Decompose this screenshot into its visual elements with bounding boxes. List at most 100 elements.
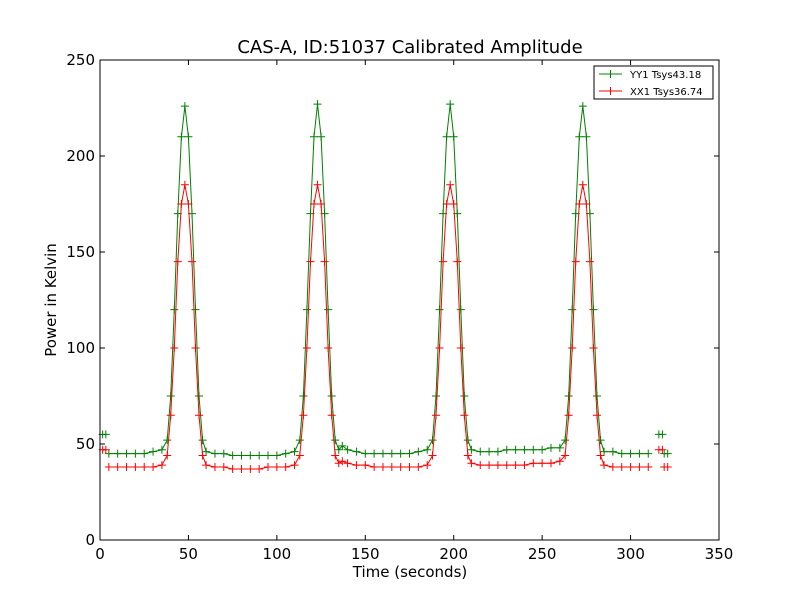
- legend-marker: [606, 70, 615, 78]
- data-point: [435, 305, 444, 314]
- data-point: [219, 463, 228, 472]
- data-point: [149, 463, 158, 472]
- data-point: [163, 436, 172, 445]
- data-point: [246, 464, 255, 473]
- data-point: [428, 451, 437, 460]
- data-point: [561, 451, 570, 460]
- data-point: [157, 461, 166, 470]
- data-point: [149, 447, 158, 456]
- data-point: [546, 443, 555, 452]
- data-point: [428, 436, 437, 445]
- data-point: [493, 461, 502, 470]
- data-point: [449, 132, 458, 141]
- data-point: [264, 451, 273, 460]
- data-point: [331, 436, 340, 445]
- data-point: [163, 451, 172, 460]
- data-point: [575, 200, 584, 208]
- y-tick-label: 100: [66, 339, 95, 357]
- data-point: [202, 461, 211, 470]
- data-point: [191, 344, 200, 352]
- data-point: [608, 463, 617, 472]
- data-point: [191, 305, 200, 314]
- y-tick-label: 250: [66, 51, 95, 69]
- y-axis-title: Power in Kelvin: [42, 243, 60, 357]
- legend-box: [593, 65, 714, 100]
- data-point: [299, 411, 308, 420]
- data-point: [520, 461, 529, 470]
- data-point: [564, 392, 573, 400]
- data-point: [578, 102, 587, 111]
- y-tick-label: 50: [76, 435, 95, 453]
- data-point: [387, 463, 396, 472]
- data-point: [290, 447, 299, 456]
- data-point: [414, 447, 423, 456]
- data-point: [453, 257, 462, 266]
- data-point: [582, 200, 591, 208]
- x-tick-label: 250: [528, 545, 557, 563]
- data-point: [571, 257, 580, 266]
- data-point: [246, 451, 255, 460]
- data-point: [237, 451, 246, 460]
- data-point: [555, 443, 564, 452]
- data-point: [195, 392, 204, 400]
- data-point: [198, 436, 207, 445]
- data-point: [529, 459, 538, 468]
- data-point: [575, 132, 584, 141]
- data-point: [467, 459, 476, 468]
- data-point: [463, 436, 472, 445]
- data-point: [502, 445, 511, 454]
- data-point: [568, 344, 577, 352]
- data-point: [446, 180, 455, 189]
- data-point: [476, 447, 485, 456]
- data-point: [378, 449, 387, 458]
- data-point: [228, 464, 237, 473]
- data-point: [463, 451, 472, 460]
- data-point: [626, 463, 635, 472]
- data-point: [313, 180, 322, 189]
- data-point: [589, 305, 598, 314]
- data-point: [446, 100, 455, 109]
- data-point: [180, 180, 189, 189]
- data-point: [644, 463, 653, 472]
- data-point: [352, 447, 361, 456]
- y-tick-label: 150: [66, 243, 95, 261]
- data-point: [255, 464, 264, 473]
- data-point: [210, 449, 219, 458]
- series-2: [98, 180, 672, 473]
- data-point: [370, 449, 379, 458]
- data-point: [546, 459, 555, 468]
- data-point: [442, 132, 451, 141]
- data-point: [302, 344, 311, 352]
- data-point: [460, 392, 469, 400]
- x-tick-label: 100: [263, 545, 292, 563]
- data-point: [255, 451, 264, 460]
- legend-marker: [606, 87, 615, 95]
- data-point: [396, 463, 405, 472]
- data-point: [334, 445, 343, 454]
- data-point: [140, 463, 149, 472]
- data-point: [456, 305, 465, 314]
- data-point: [338, 441, 347, 450]
- data-point: [264, 463, 273, 472]
- data-point: [113, 449, 122, 458]
- data-point: [331, 451, 340, 460]
- x-tick-label: 200: [439, 545, 468, 563]
- data-point: [538, 459, 547, 468]
- data-point: [177, 200, 186, 208]
- data-point: [485, 461, 494, 470]
- data-point: [170, 305, 179, 314]
- data-point: [131, 449, 140, 458]
- data-point: [387, 449, 396, 458]
- plot-area: [100, 60, 719, 540]
- data-point: [529, 445, 538, 454]
- data-point: [290, 461, 299, 470]
- data-point: [600, 461, 609, 470]
- series-1: [98, 100, 672, 460]
- data-point: [237, 464, 246, 473]
- data-point: [423, 445, 432, 454]
- data-point: [104, 463, 113, 472]
- data-point: [423, 461, 432, 470]
- legend: YY1 Tsys43.18 XX1 Tsys36.74: [593, 65, 714, 100]
- data-point: [338, 457, 347, 466]
